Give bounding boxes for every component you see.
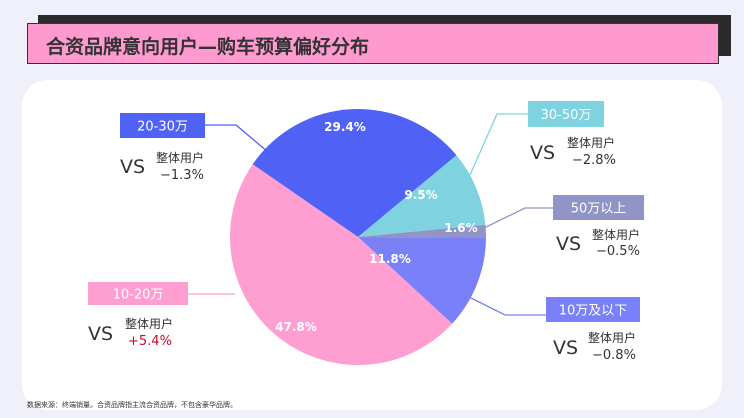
category-box: [553, 195, 644, 220]
vs-label: VS: [530, 142, 555, 164]
compare-label: 整体用户: [588, 330, 636, 345]
compare-label: 整体用户: [156, 150, 204, 165]
data-label: 47.8%: [275, 320, 317, 334]
category-label: 10-20万: [113, 288, 164, 303]
pie-slice: [252, 108, 457, 237]
pie-slice: [358, 155, 486, 237]
diff-value: −0.5%: [596, 244, 640, 259]
vs-label: VS: [553, 337, 578, 359]
pie-slice: [358, 224, 486, 238]
pie-slice: [358, 237, 486, 324]
category-box: [546, 297, 640, 322]
category-box: [88, 282, 188, 305]
leader-line: [464, 294, 546, 316]
category-label: 30-50万: [541, 108, 592, 123]
data-label: 9.5%: [404, 188, 437, 202]
pie-slice: [230, 164, 453, 365]
diff-value: −1.3%: [160, 168, 204, 183]
data-label: 11.8%: [369, 252, 411, 266]
leader-line: [205, 124, 269, 153]
category-box: [120, 113, 205, 138]
diff-value: −0.8%: [592, 348, 636, 363]
category-label: 20-30万: [137, 120, 188, 135]
leader-line: [469, 113, 528, 176]
category-box: [528, 101, 604, 127]
vs-label: VS: [88, 323, 113, 345]
source-note: 数据来源：终端销量。合资品牌指主流合资品牌，不包含豪华品牌。: [27, 401, 237, 409]
diff-value: −2.8%: [572, 153, 616, 168]
compare-label: 整体用户: [592, 227, 640, 242]
category-label: 50万以上: [571, 202, 627, 217]
diff-value: +5.4%: [128, 334, 172, 349]
category-label: 10万及以下: [559, 304, 628, 319]
title-bar: 合资品牌意向用户—购车预算偏好分布: [27, 23, 719, 64]
compare-label: 整体用户: [567, 135, 615, 150]
data-label: 1.6%: [444, 221, 477, 235]
page-title: 合资品牌意向用户—购车预算偏好分布: [46, 36, 370, 58]
compare-label: 整体用户: [125, 316, 173, 331]
vs-label: VS: [556, 233, 581, 255]
data-label: 29.4%: [324, 120, 366, 134]
leader-line: [483, 207, 553, 229]
vs-label: VS: [120, 156, 145, 178]
